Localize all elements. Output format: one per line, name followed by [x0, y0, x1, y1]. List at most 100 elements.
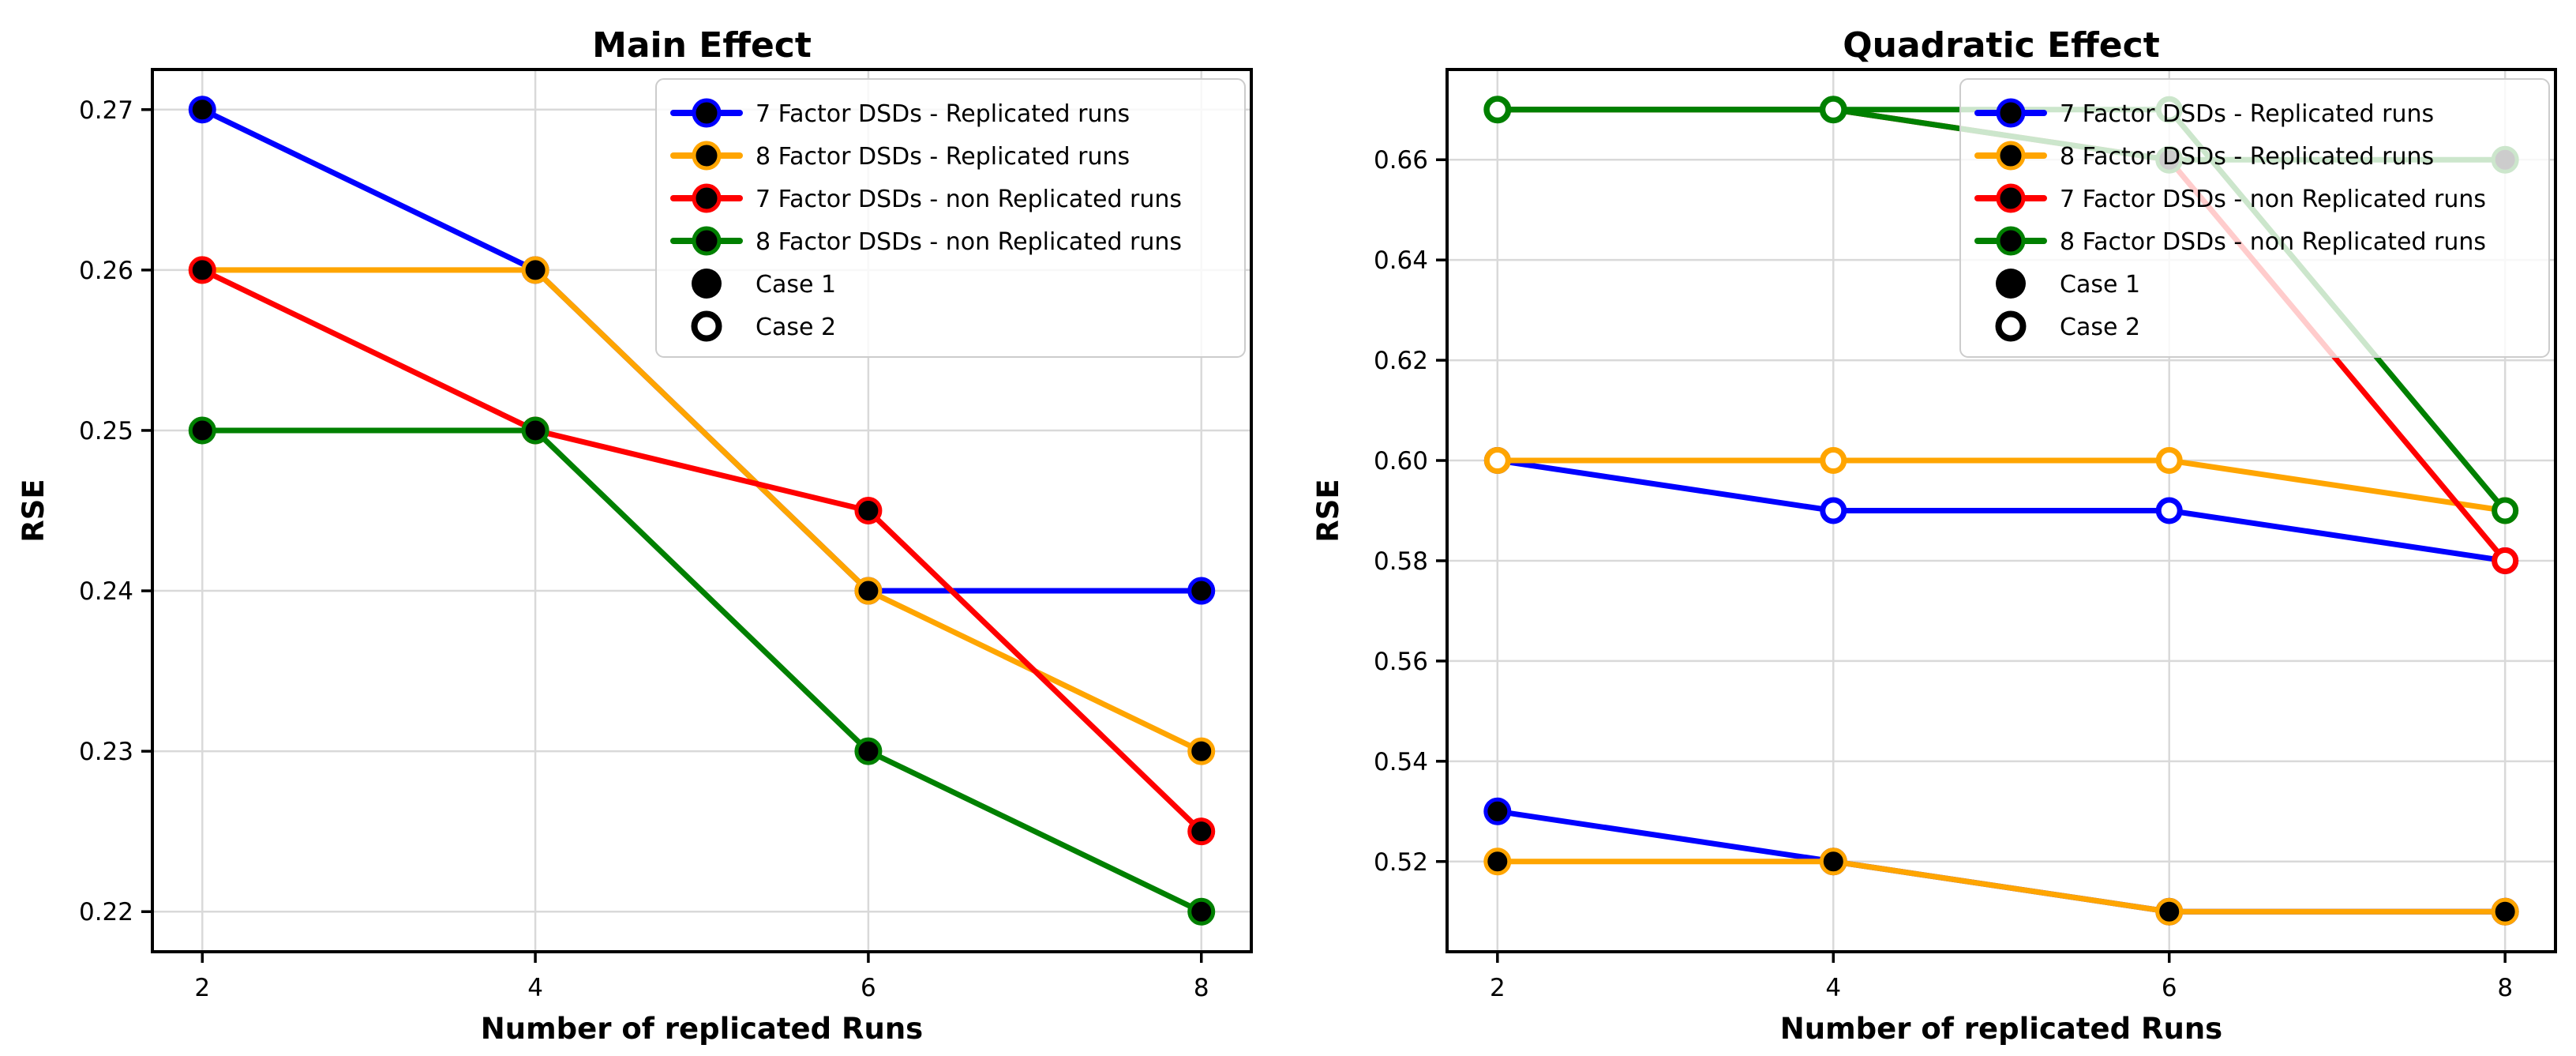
y-tick-label: 0.22: [79, 898, 133, 926]
legend-item-label: Case 1: [756, 271, 836, 299]
series-line: [199, 267, 1205, 835]
legend-item: 7 Factor DSDs - non Replicated runs: [670, 183, 1182, 213]
y-tick-label: 0.24: [79, 577, 133, 606]
data-point-marker-open: [1483, 96, 1511, 123]
legend-case2-open-marker-icon: [691, 310, 722, 342]
legend-marker-sample: [1996, 141, 2026, 171]
legend-item-label: 7 Factor DSDs - Replicated runs: [2060, 100, 2434, 128]
x-tick-label: 8: [1194, 974, 1209, 1002]
legend-case2-open-marker-icon: [1995, 310, 2027, 342]
legend-marker-sample: [692, 141, 722, 171]
x-tick-label: 4: [1825, 974, 1841, 1002]
series-case2-0000ff: [1483, 447, 2519, 574]
data-point-marker-filled: [1187, 897, 1216, 926]
legend-item: 8 Factor DSDs - non Replicated runs: [670, 226, 1182, 256]
x-tick-label: 6: [861, 974, 876, 1002]
data-point-marker-filled: [1187, 577, 1216, 605]
axes-spines: [151, 68, 1253, 953]
y-axis-label: RSE: [1311, 479, 1345, 542]
data-point-marker-open: [1820, 96, 1847, 123]
y-tick-label: 0.27: [79, 96, 133, 125]
data-point-marker-filled: [1187, 737, 1216, 765]
data-point-marker-filled: [521, 256, 549, 284]
legend-item-label: 8 Factor DSDs - non Replicated runs: [2060, 228, 2486, 256]
legend-case1-filled-marker-icon: [692, 269, 722, 299]
y-tick-label: 0.56: [1374, 648, 1428, 676]
y-tick-label: 0.66: [1374, 146, 1428, 175]
ticks: 2 4 6 8 0.27 0.26 0.25 0.24 0.23 0.22: [79, 96, 1209, 1002]
legend-case1-filled-marker-icon: [1996, 269, 2026, 299]
legend-box: [1959, 78, 2550, 358]
x-tick-label: 2: [1490, 974, 1505, 1002]
legend-item-label: 8 Factor DSDs - non Replicated runs: [756, 228, 1182, 256]
series-line: [1494, 859, 2508, 915]
data-point-marker-filled: [2491, 897, 2519, 926]
legend-marker-sample: [1996, 183, 2026, 213]
legend-item-label: 8 Factor DSDs - Replicated runs: [756, 143, 1130, 171]
legend-item: 8 Factor DSDs - Replicated runs: [1974, 141, 2434, 171]
y-tick-label: 0.54: [1374, 748, 1428, 776]
y-tick-label: 0.60: [1374, 447, 1428, 475]
data-point-marker-open: [2155, 447, 2183, 475]
legend-item-label: 8 Factor DSDs - Replicated runs: [2060, 143, 2434, 171]
legend-item-label: 7 Factor DSDs - Replicated runs: [756, 100, 1130, 128]
data-point-marker-filled: [1187, 817, 1216, 846]
legend-item-label: 7 Factor DSDs - non Replicated runs: [756, 186, 1182, 213]
data-point-marker-filled: [188, 416, 216, 445]
y-tick-label: 0.58: [1374, 547, 1428, 576]
x-tick-label: 2: [194, 974, 210, 1002]
data-point-marker-open: [2492, 547, 2519, 574]
legend-item: 7 Factor DSDs - Replicated runs: [1974, 98, 2434, 128]
y-tick-label: 0.26: [79, 257, 133, 285]
data-point-marker-filled: [188, 96, 216, 124]
legend-box: [655, 78, 1246, 358]
legend-item-label: 7 Factor DSDs - non Replicated runs: [2060, 186, 2486, 213]
x-tick-label: 6: [2162, 974, 2177, 1002]
legend-item: 7 Factor DSDs - Replicated runs: [670, 98, 1130, 128]
data-point-marker-open: [2492, 497, 2519, 524]
data-point-marker-filled: [521, 416, 549, 445]
legend-item: Case 2: [691, 310, 836, 342]
chart-title: Main Effect: [592, 25, 812, 66]
y-axis-label: RSE: [17, 479, 51, 542]
legend-item: 8 Factor DSDs - Replicated runs: [670, 141, 1130, 171]
legend-item: Case 1: [1996, 269, 2140, 299]
y-tick-label: 0.25: [79, 417, 133, 445]
data-point-marker-open: [1820, 447, 1847, 475]
legend-item-label: Case 2: [2060, 314, 2140, 341]
x-tick-label: 8: [2497, 974, 2513, 1002]
chart-panel: 2 4 6 8 0.27 0.26 0.25 0.24 0.23 0.22 Main Effect N…: [17, 25, 1253, 1046]
y-tick-label: 0.23: [79, 738, 133, 766]
data-point-marker-filled: [2155, 897, 2184, 926]
series-case1-008000: [188, 416, 1216, 926]
y-tick-label: 0.52: [1374, 848, 1428, 877]
data-point-marker-filled: [188, 256, 216, 284]
series-line: [1494, 457, 2508, 564]
data-point-marker-filled: [1483, 797, 1512, 825]
data-point-marker-open: [1483, 447, 1511, 475]
series-line: [1494, 457, 2508, 513]
data-point-marker-filled: [854, 497, 883, 524]
ticks: 2 4 6 8 0.66 0.64 0.62 0.60 0.58 0.56 0.54 0.52: [1374, 146, 2513, 1002]
legend-marker-sample: [1996, 98, 2026, 128]
data-point-marker-open: [1820, 497, 1847, 524]
legend: 7 Factor DSDs - Replicated runs 8 Factor …: [655, 78, 1246, 358]
data-point-marker-filled: [854, 577, 883, 605]
series-case1-ffa500: [1483, 847, 2519, 926]
legend-marker-sample: [1996, 226, 2026, 256]
series-line: [199, 427, 1205, 915]
legend-marker-sample: [692, 226, 722, 256]
legend-item: 7 Factor DSDs - non Replicated runs: [1974, 183, 2486, 213]
legend-item-label: Case 1: [2060, 271, 2140, 299]
data-point-marker-filled: [854, 737, 883, 765]
legend-item: Case 1: [692, 269, 836, 299]
x-axis-label: Number of replicated Runs: [1780, 1012, 2222, 1046]
x-tick-label: 4: [527, 974, 543, 1002]
legend-marker-sample: [692, 183, 722, 213]
data-point-marker-open: [2155, 497, 2183, 524]
legend: 7 Factor DSDs - Replicated runs 8 Factor …: [1959, 78, 2550, 358]
legend-item-label: Case 2: [756, 314, 836, 341]
data-point-marker-filled: [1483, 847, 1512, 876]
